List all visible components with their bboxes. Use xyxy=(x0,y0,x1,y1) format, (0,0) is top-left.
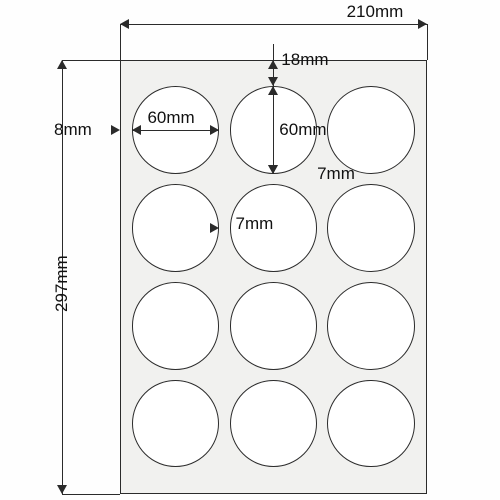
circle-label xyxy=(327,184,415,272)
dim-margin-top-arrow-up xyxy=(268,60,278,69)
dim-gap-v-arrow xyxy=(268,165,278,174)
dim-diam-v-line xyxy=(273,86,274,174)
circle-label xyxy=(132,380,220,468)
dim-gap-h-arrow xyxy=(210,223,219,233)
circle-label xyxy=(132,184,220,272)
dim-margin-left-arrow xyxy=(111,125,120,135)
dim-margin-left-label: 8mm xyxy=(54,120,92,140)
dim-height-arrow-down xyxy=(57,485,67,494)
label-sheet-diagram: 210mm 297mm 18mm 8mm 60mm 60mm 7mm 7mm xyxy=(0,0,500,500)
dim-gap-h-label: 7mm xyxy=(236,214,274,234)
dim-width-arrow-right xyxy=(418,19,427,29)
dim-diam-v-arrow-up xyxy=(268,86,278,95)
dim-diam-v-label: 60mm xyxy=(279,120,326,140)
dim-width-ext-right xyxy=(427,24,428,60)
dim-width-arrow-left xyxy=(120,19,129,29)
dim-width-line xyxy=(120,24,427,25)
dim-width-ext-left xyxy=(120,24,121,60)
circle-label xyxy=(327,86,415,174)
dim-margin-top-arrow-down xyxy=(268,77,278,86)
circle-label xyxy=(230,282,318,370)
dim-diam-h-arrow-left xyxy=(132,125,141,135)
dim-gap-v-label: 7mm xyxy=(317,164,355,184)
circle-label xyxy=(230,380,318,468)
dim-height-ext-top xyxy=(62,60,120,61)
dim-width-label: 210mm xyxy=(347,2,404,22)
circle-label xyxy=(132,282,220,370)
dim-height-ext-bottom xyxy=(62,494,120,495)
dim-diam-h-line xyxy=(132,130,220,131)
dim-height-label: 297mm xyxy=(52,255,72,312)
dim-height-arrow-up xyxy=(57,60,67,69)
circle-label xyxy=(327,282,415,370)
circle-label xyxy=(327,380,415,468)
dim-margin-top-label: 18mm xyxy=(281,50,328,70)
dim-diam-h-arrow-right xyxy=(210,125,219,135)
dim-diam-h-label: 60mm xyxy=(147,108,194,128)
